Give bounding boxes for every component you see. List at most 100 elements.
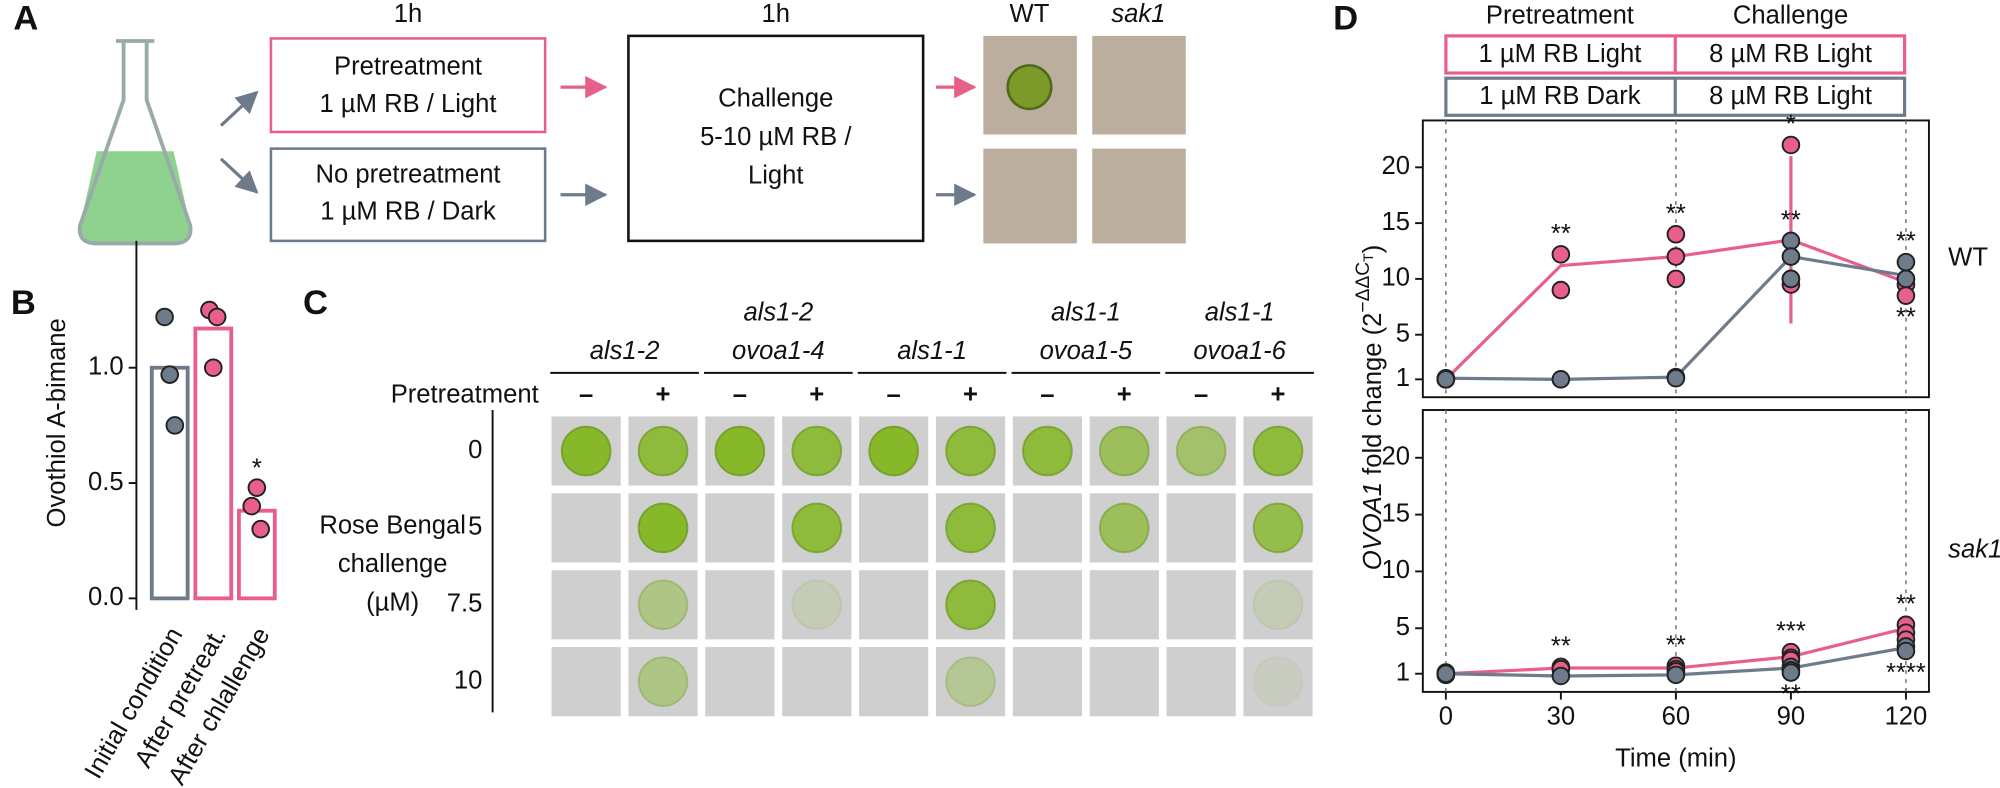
significance: **	[1896, 303, 1916, 331]
significance: **	[1551, 632, 1571, 660]
y-tick-label: 15	[1382, 499, 1411, 527]
condition: 1 µM RB Light	[1479, 40, 1642, 68]
y-tick-label: 5	[1396, 319, 1410, 347]
replicate-point	[251, 519, 270, 539]
replicate-point	[247, 478, 267, 497]
replicate-point	[1436, 664, 1456, 684]
significance: **	[1896, 590, 1916, 618]
flask	[77, 39, 193, 246]
genotype: als1-2	[590, 337, 660, 365]
y-label-part: )	[1359, 245, 1387, 254]
replicate-point	[1666, 224, 1686, 244]
strain: sak1	[1111, 0, 1165, 28]
colony	[714, 425, 766, 477]
plate-image	[705, 647, 775, 717]
y-axis-label: OVOA1 fold change (2−ΔΔCT)	[1353, 245, 1387, 571]
colony	[1252, 579, 1304, 631]
significance: **	[1781, 207, 1801, 235]
colony	[791, 425, 843, 477]
genotype: ovoa1-5	[1040, 337, 1133, 365]
pretreatment-sign: –	[579, 381, 593, 409]
replicate-point	[155, 307, 174, 327]
colony	[1252, 502, 1304, 554]
plate-image	[1243, 647, 1313, 717]
colony	[1098, 425, 1150, 477]
plate-image	[782, 647, 852, 717]
concentration: 10	[454, 666, 482, 694]
colony	[1252, 425, 1304, 477]
y-tick-label: 10	[1382, 556, 1411, 584]
plate-image	[1012, 570, 1083, 640]
significance: *	[252, 454, 262, 482]
plate-image	[705, 493, 775, 563]
replicate-point	[1551, 666, 1571, 686]
replicate-point	[1781, 663, 1801, 682]
label: 1 µM RB / Dark	[320, 197, 496, 225]
colony	[1098, 502, 1150, 554]
panel-label: D	[1333, 0, 1358, 38]
panel-label: A	[13, 0, 38, 38]
y-label-part: OVOA1	[1359, 482, 1387, 570]
plate-image	[1012, 647, 1083, 717]
replicate-point	[1436, 370, 1456, 389]
genotype: ovoa1-4	[732, 337, 825, 365]
plate-image	[551, 570, 621, 640]
significance: *	[1786, 111, 1796, 139]
replicate-point	[1551, 280, 1571, 300]
y-tick-label: 0.5	[88, 468, 124, 496]
replicate-point	[207, 307, 227, 327]
pretreatment-sign: –	[1040, 381, 1054, 409]
replicate-point	[1781, 231, 1801, 251]
plate-image	[1243, 570, 1313, 640]
challenge-box	[627, 34, 925, 243]
colony	[945, 425, 996, 477]
pretreatment-sign: –	[733, 381, 747, 409]
cell	[1006, 64, 1053, 111]
condition: 8 µM RB Light	[1709, 82, 1872, 110]
header: Pretreatment	[1486, 1, 1634, 29]
panel-label: B	[11, 284, 36, 322]
replicate-point	[1781, 247, 1801, 266]
colony	[945, 579, 996, 631]
plate-image	[1166, 570, 1236, 640]
significance: **	[1781, 680, 1801, 708]
colony	[1175, 425, 1227, 477]
genotype: als1-1	[897, 337, 967, 365]
row-title: challenge	[338, 550, 448, 578]
plate-image	[1166, 647, 1236, 717]
no-pretreatment-box	[269, 147, 547, 243]
plate-image	[1089, 570, 1159, 640]
pretreatment-sign: +	[1117, 381, 1132, 409]
y-tick-label: 5	[1396, 613, 1410, 641]
concentration: 5	[468, 513, 482, 541]
label: Light	[748, 162, 804, 190]
x-tick-label: 90	[1777, 702, 1806, 730]
bar	[193, 326, 234, 601]
colony	[945, 502, 996, 554]
y-axis-label: Ovothiol A-bimane	[43, 318, 71, 527]
pretreatment-sign: –	[887, 381, 901, 409]
colony	[560, 425, 612, 477]
bar	[149, 365, 190, 601]
y-tick-label: 1.0	[88, 352, 124, 380]
significance: ***	[1776, 618, 1806, 646]
header: Challenge	[1733, 1, 1848, 29]
colony	[791, 502, 843, 554]
x-tick-label: 60	[1662, 702, 1691, 730]
replicate-point	[1551, 370, 1571, 389]
colony	[1252, 656, 1304, 707]
y-tick-label: 10	[1382, 264, 1411, 292]
flask-medium	[79, 151, 191, 244]
plate-image	[551, 647, 621, 717]
x-axis-label: Time (min)	[1615, 745, 1736, 773]
y-label-part: T	[1360, 253, 1376, 262]
duration: 1h	[762, 0, 791, 28]
genotype: als1-1	[1051, 299, 1121, 327]
colony	[791, 579, 843, 631]
plate-image	[782, 570, 852, 640]
replicate-point	[1666, 269, 1686, 289]
y-tick-label: 15	[1382, 208, 1411, 236]
replicate-point	[1551, 245, 1571, 264]
pretreatment-sign: +	[1271, 381, 1286, 409]
